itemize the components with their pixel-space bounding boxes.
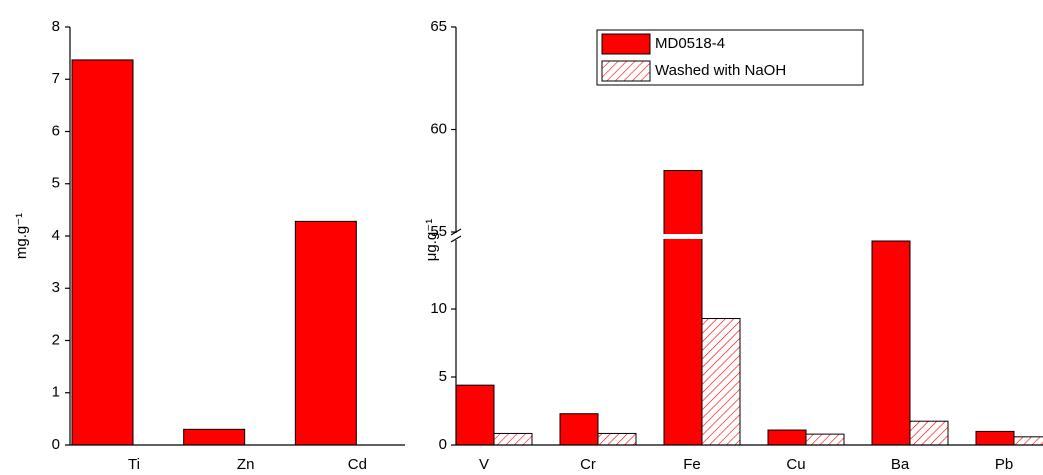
legend-label: MD0518-4 <box>655 35 725 52</box>
y-tick-label: 7 <box>52 70 60 87</box>
y-tick-label: 65 <box>430 18 447 35</box>
y-tick-label: 8 <box>52 18 60 35</box>
axis-break <box>450 235 462 243</box>
bar <box>975 430 1015 446</box>
y-tick-label: 6 <box>52 122 60 139</box>
y-axis-label: mg.g⁻¹ <box>13 213 30 259</box>
bar <box>455 384 495 446</box>
y-tick-label: 5 <box>439 368 447 385</box>
x-tick-label: V <box>479 456 489 473</box>
y-tick-label: 4 <box>52 227 60 244</box>
x-tick-label: Ba <box>891 456 910 473</box>
x-tick-label: Cu <box>786 456 805 473</box>
bar <box>909 420 949 446</box>
bar <box>701 318 741 446</box>
x-tick-label: Fe <box>683 456 701 473</box>
bar <box>71 59 134 446</box>
break-gap <box>663 234 703 239</box>
legend-label: Washed with NaOH <box>655 62 786 79</box>
legend-swatch <box>601 60 651 82</box>
y-tick-label: 0 <box>52 436 60 453</box>
x-tick-label: Pb <box>995 456 1013 473</box>
bar <box>1013 436 1043 446</box>
bar <box>597 432 637 446</box>
y-tick-label: 10 <box>430 300 447 317</box>
bar <box>294 220 357 446</box>
y-tick-label: 5 <box>52 175 60 192</box>
bar <box>767 429 807 446</box>
legend-swatch <box>601 33 651 55</box>
x-tick-label: Zn <box>237 456 255 473</box>
y-tick-label: 3 <box>52 279 60 296</box>
y-tick-label: 1 <box>52 384 60 401</box>
bar <box>493 432 533 446</box>
x-tick-label: Cr <box>580 456 596 473</box>
bar <box>871 240 911 446</box>
bar <box>663 170 703 446</box>
axis-break <box>450 228 462 236</box>
y-axis-label: μg.g⁻¹ <box>423 219 440 261</box>
y-tick-label: 60 <box>430 120 447 137</box>
x-tick-label: Cd <box>348 456 367 473</box>
y-tick-label: 55 <box>430 223 447 240</box>
bar <box>183 428 246 446</box>
bar <box>559 413 599 446</box>
bar <box>805 433 845 446</box>
y-tick-label: 0 <box>439 436 447 453</box>
x-tick-label: Ti <box>128 456 140 473</box>
y-tick-label: 2 <box>52 331 60 348</box>
